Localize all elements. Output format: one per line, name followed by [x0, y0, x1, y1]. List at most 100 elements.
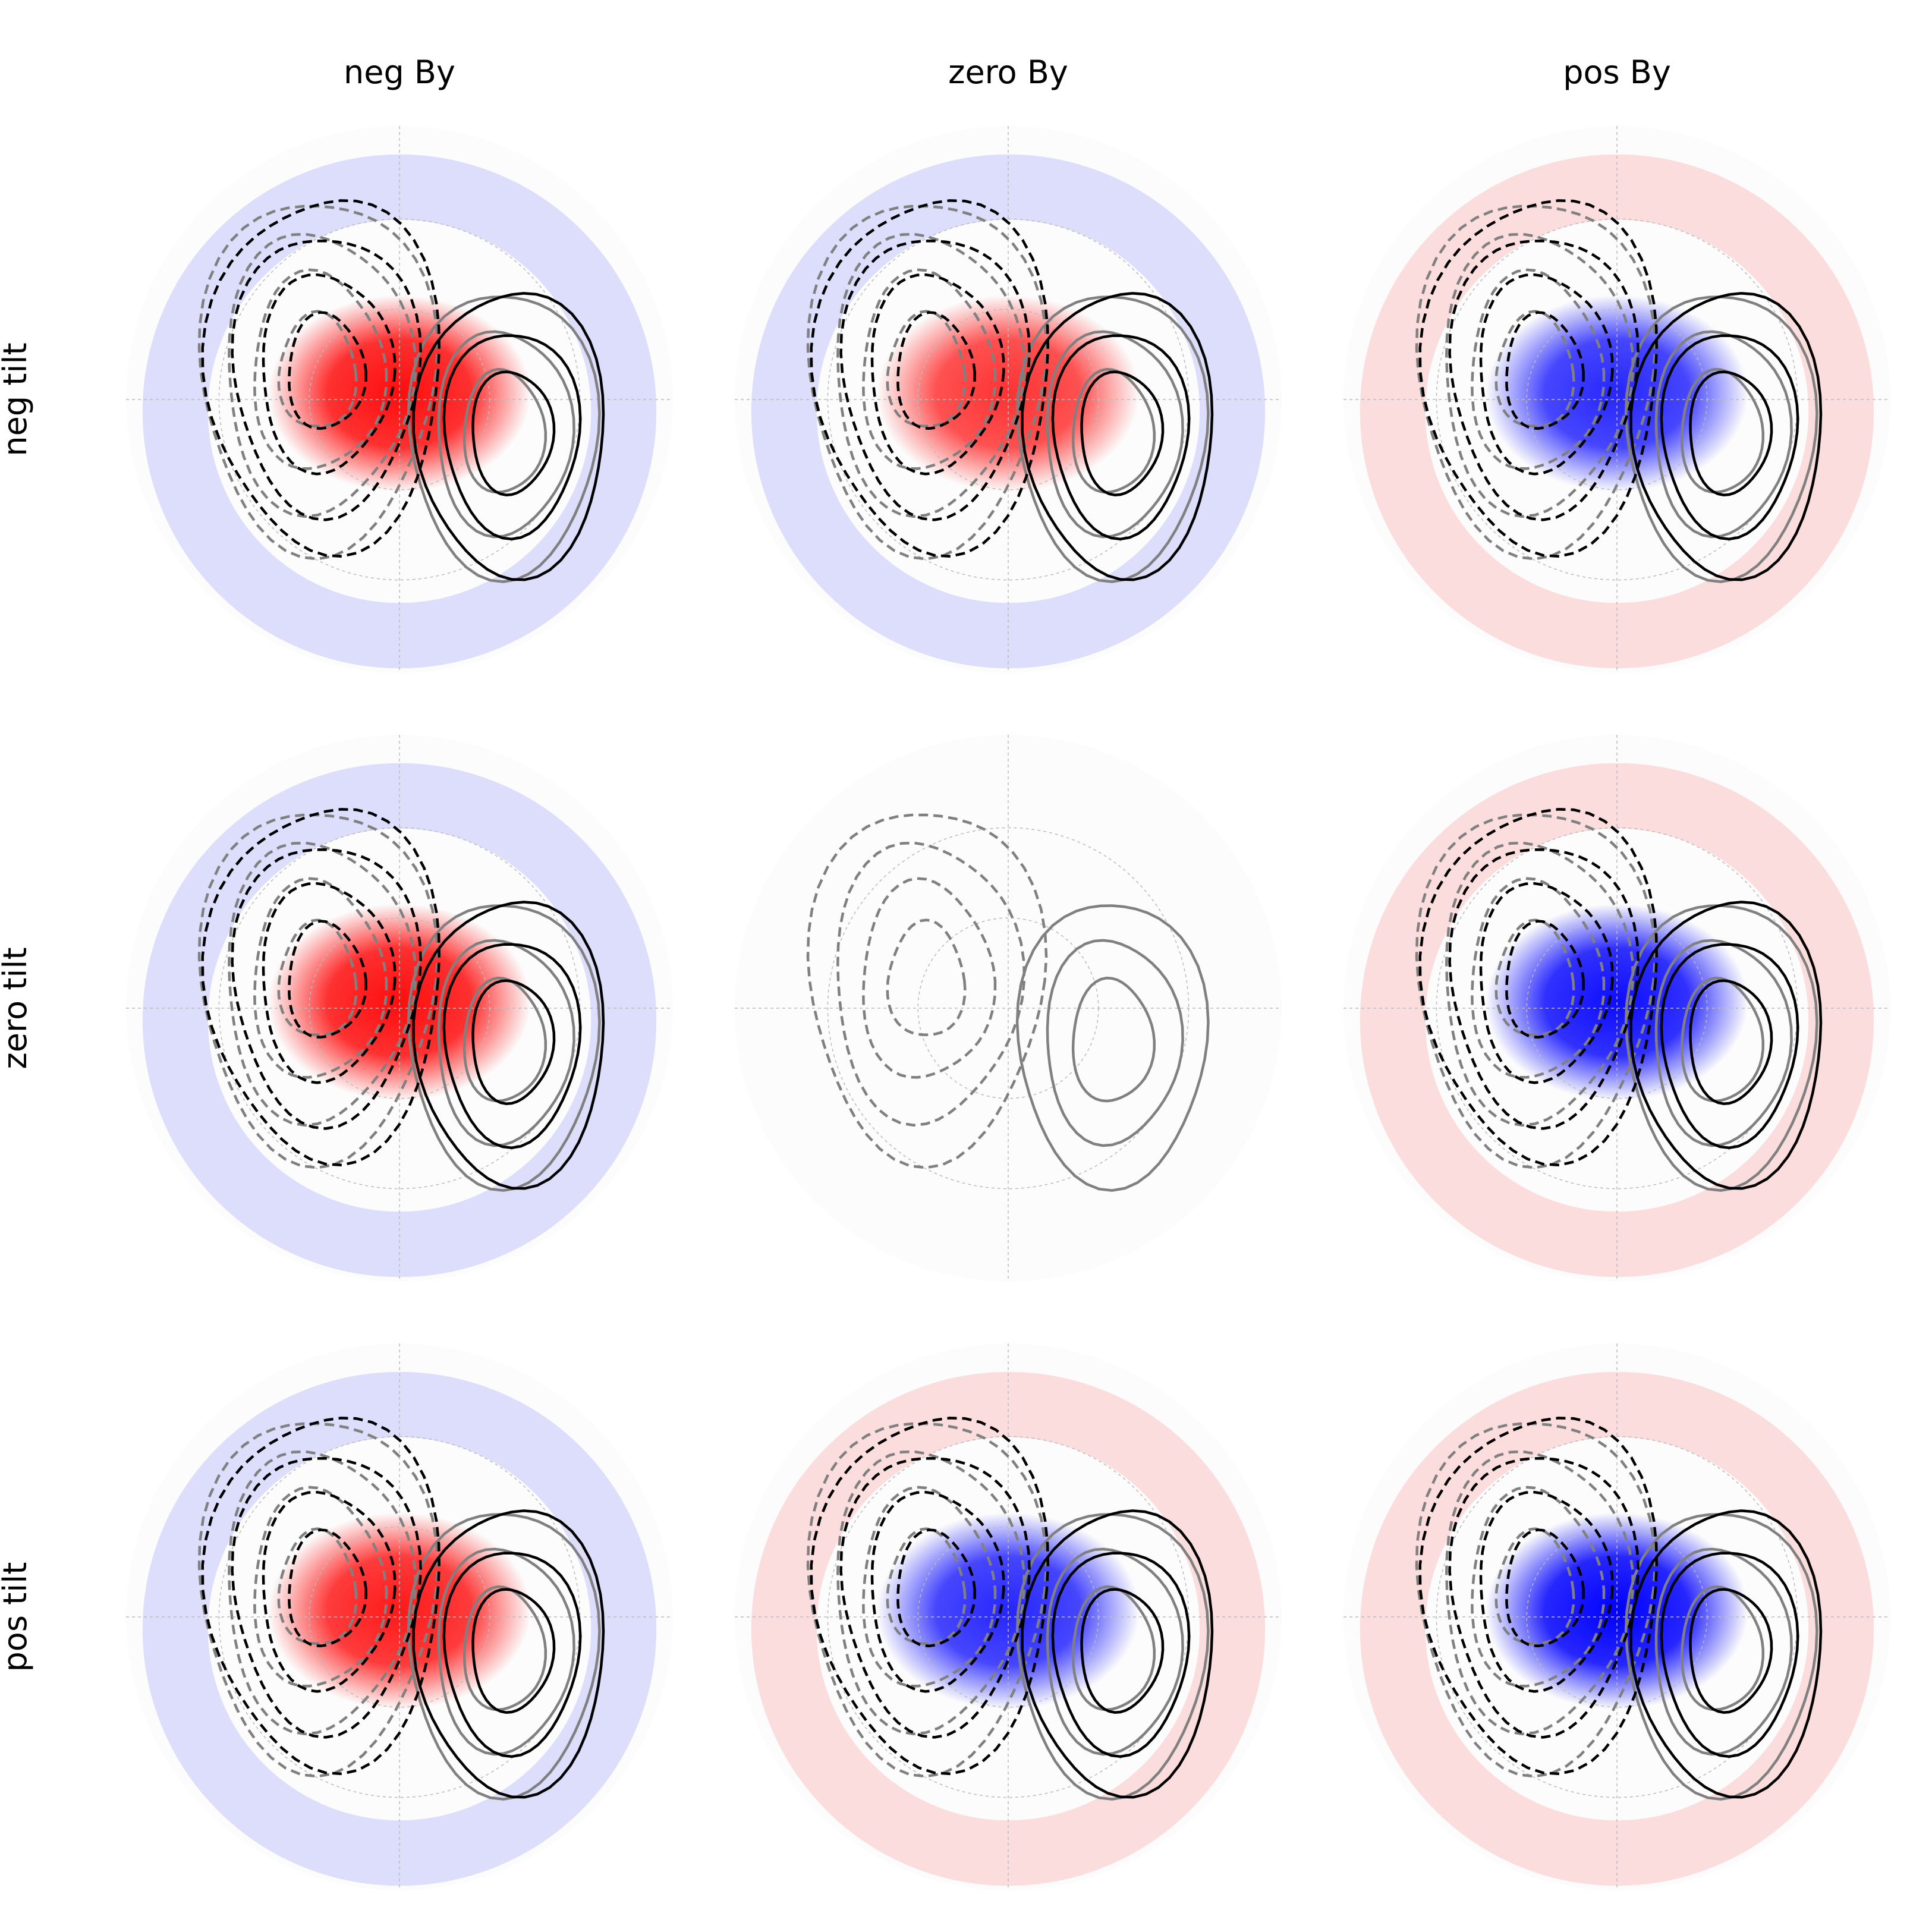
- contour-positive: [1629, 292, 1823, 581]
- contour-negative: [1479, 1490, 1614, 1693]
- contour-negative: [810, 1417, 1050, 1776]
- contour-negative: [886, 1527, 967, 1645]
- row-title-pos-tilt: pos tilt: [0, 1562, 34, 1672]
- contour-positive: [1071, 976, 1156, 1103]
- contour-negative: [197, 1422, 439, 1778]
- contour-positive: [1080, 370, 1165, 496]
- contour-positive: [1680, 976, 1765, 1103]
- contour-negative: [1418, 808, 1659, 1167]
- polar-grid: [126, 1343, 673, 1890]
- panel-neg-tilt-zero-by: [735, 126, 1282, 673]
- contour-positive: [471, 1588, 556, 1714]
- panel-pos-tilt-pos-by: [1343, 1343, 1890, 1890]
- contour-negative: [201, 199, 441, 558]
- contour-negative: [836, 232, 1026, 518]
- contour-positive: [1046, 330, 1184, 539]
- contour-positive: [1071, 1585, 1156, 1711]
- contour-positive: [1015, 904, 1210, 1192]
- contour-positive: [407, 295, 601, 583]
- contour-positive: [1629, 1509, 1823, 1799]
- contour-negative: [862, 877, 997, 1079]
- contour-positive: [462, 976, 547, 1103]
- contour-negative: [228, 841, 417, 1127]
- contour-negative: [862, 1486, 997, 1688]
- contour-negative: [1415, 813, 1657, 1169]
- contours: [197, 808, 605, 1192]
- contours: [1415, 199, 1823, 583]
- contour-negative: [277, 918, 358, 1037]
- contour-negative: [810, 199, 1050, 558]
- contour-positive: [1051, 334, 1191, 541]
- contour-positive: [1046, 939, 1184, 1147]
- contour-negative: [839, 240, 1031, 521]
- contour-negative: [197, 204, 439, 561]
- contour-negative: [228, 232, 417, 518]
- contour-negative: [277, 1527, 358, 1645]
- contour-positive: [1680, 1585, 1765, 1711]
- contour-negative: [896, 311, 976, 430]
- contours: [806, 199, 1214, 583]
- contour-positive: [1021, 292, 1214, 581]
- contour-negative: [1445, 232, 1635, 518]
- contour-negative: [231, 240, 423, 521]
- contour-positive: [1654, 1547, 1793, 1756]
- contour-positive: [1660, 1552, 1799, 1758]
- contour-negative: [1505, 311, 1585, 430]
- contour-positive: [1689, 979, 1773, 1105]
- contour-negative: [862, 268, 997, 470]
- contour-negative: [201, 808, 441, 1167]
- contour-positive: [1689, 370, 1773, 496]
- contour-negative: [1494, 310, 1575, 428]
- contours: [197, 1417, 605, 1801]
- contour-negative: [288, 311, 367, 430]
- contour-positive: [1689, 1588, 1773, 1714]
- contours: [806, 813, 1210, 1192]
- contour-negative: [253, 268, 388, 470]
- polar-grid: [1343, 735, 1890, 1282]
- contour-negative: [839, 1457, 1031, 1739]
- contour-positive: [1624, 904, 1818, 1192]
- contour-positive: [442, 1552, 582, 1758]
- contour-negative: [1494, 1527, 1575, 1645]
- panel-pos-tilt-zero-by: [735, 1343, 1282, 1890]
- contour-negative: [836, 1450, 1026, 1736]
- panel-zero-tilt-pos-by: [1343, 735, 1890, 1282]
- row-title-neg-tilt: neg tilt: [0, 342, 34, 456]
- contour-positive: [437, 330, 575, 539]
- contour-negative: [288, 920, 367, 1039]
- contour-negative: [1479, 273, 1614, 476]
- polar-grid: [735, 1343, 1282, 1890]
- contour-positive: [1071, 367, 1156, 494]
- panel-neg-tilt-pos-by: [1343, 126, 1890, 673]
- contours: [806, 1417, 1214, 1801]
- polar-grid: [126, 126, 673, 673]
- contour-negative: [1415, 1422, 1657, 1778]
- contours: [197, 199, 605, 583]
- contour-negative: [1448, 1457, 1640, 1739]
- contour-negative: [231, 848, 423, 1130]
- contour-positive: [1624, 295, 1818, 583]
- contour-positive: [442, 334, 582, 541]
- contour-negative: [262, 273, 397, 476]
- contour-positive: [1629, 901, 1823, 1190]
- contour-positive: [1660, 943, 1799, 1150]
- contour-positive: [437, 1547, 575, 1756]
- contour-negative: [1471, 1486, 1606, 1688]
- contour-negative: [1471, 877, 1606, 1079]
- col-title-pos-by: pos By: [1563, 54, 1671, 91]
- contour-negative: [1415, 204, 1657, 561]
- contour-negative: [806, 204, 1048, 561]
- contour-positive: [1046, 1547, 1184, 1756]
- contour-negative: [1448, 848, 1640, 1130]
- contour-positive: [471, 979, 556, 1105]
- contour-positive: [462, 1585, 547, 1711]
- contour-negative: [1418, 199, 1659, 558]
- contours: [1415, 808, 1823, 1192]
- panel-pos-tilt-neg-by: [126, 1343, 673, 1890]
- polar-grid: [1343, 1343, 1890, 1890]
- contour-positive: [462, 367, 547, 494]
- contour-positive: [1015, 295, 1210, 583]
- contour-positive: [1051, 1552, 1191, 1758]
- contour-negative: [262, 882, 397, 1084]
